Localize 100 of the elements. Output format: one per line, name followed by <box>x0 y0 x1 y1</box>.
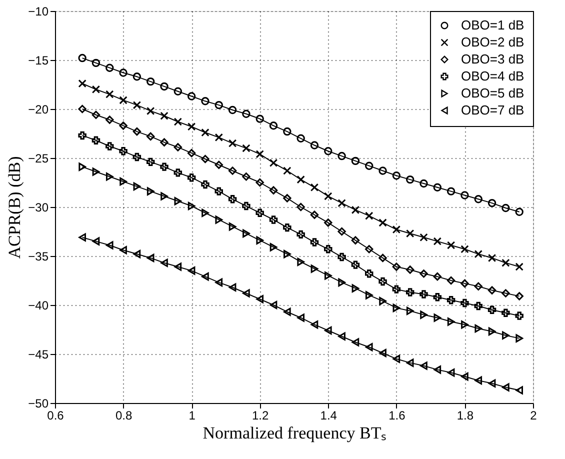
x-tick-label: 0.6 <box>47 408 64 422</box>
point <box>446 187 456 196</box>
point <box>78 131 86 140</box>
point <box>119 147 128 156</box>
point <box>296 230 305 239</box>
point <box>296 202 305 212</box>
point <box>338 152 346 160</box>
point <box>434 366 442 374</box>
point <box>310 183 319 192</box>
point <box>132 127 142 136</box>
point <box>515 292 524 300</box>
point <box>160 112 168 120</box>
point <box>201 180 210 189</box>
point <box>378 254 387 262</box>
point <box>284 308 291 316</box>
point <box>474 376 482 385</box>
point <box>446 296 456 304</box>
point <box>351 206 360 214</box>
point <box>92 237 100 246</box>
point <box>379 296 386 306</box>
point <box>502 258 510 267</box>
point <box>201 128 210 137</box>
point <box>283 127 292 136</box>
point <box>310 141 319 150</box>
y-tick-label: −10 <box>28 4 49 18</box>
point <box>78 233 86 242</box>
x-tick-label: 1 <box>188 408 196 422</box>
point <box>92 136 100 144</box>
point <box>502 289 510 298</box>
point <box>269 216 278 224</box>
point <box>106 241 114 250</box>
point <box>133 250 141 258</box>
point <box>365 245 374 254</box>
point <box>214 160 223 169</box>
point <box>488 286 496 294</box>
point <box>214 133 223 142</box>
point <box>338 198 346 208</box>
x-tick-label: 0.8 <box>115 408 132 422</box>
point <box>132 72 142 81</box>
point <box>324 245 332 254</box>
point <box>160 192 168 200</box>
point <box>133 182 141 191</box>
point <box>256 114 264 123</box>
point <box>474 250 482 258</box>
y-tick-label: −25 <box>28 152 49 166</box>
point <box>78 104 86 114</box>
point <box>132 152 142 162</box>
point <box>365 212 374 220</box>
x-tick-label: 2 <box>530 408 538 422</box>
point <box>174 118 182 126</box>
point <box>269 122 278 130</box>
point <box>351 236 360 244</box>
point <box>160 258 168 267</box>
point <box>324 218 332 227</box>
point <box>392 304 400 312</box>
point <box>174 262 182 271</box>
point <box>201 97 210 106</box>
point <box>406 175 414 184</box>
y-tick-label: −50 <box>28 396 49 410</box>
point <box>352 284 360 292</box>
point <box>406 266 414 274</box>
point <box>433 293 442 302</box>
point <box>214 100 223 110</box>
point <box>160 162 168 171</box>
point <box>92 168 100 176</box>
point <box>365 162 374 170</box>
point <box>146 132 155 141</box>
y-tick-label: −15 <box>28 54 49 68</box>
point <box>146 158 155 166</box>
point <box>242 202 250 210</box>
point <box>256 295 264 304</box>
point <box>78 79 86 88</box>
x-tick-label: 1.8 <box>456 408 474 422</box>
point <box>420 179 428 188</box>
point <box>406 358 414 367</box>
point <box>310 238 319 246</box>
legend-label: OBO=1 dB <box>461 18 524 32</box>
y-axis-title: ACPR(B) (dB) <box>5 156 24 259</box>
point <box>146 254 154 262</box>
point <box>434 314 442 322</box>
point <box>270 243 278 252</box>
point <box>488 198 496 208</box>
point <box>461 320 468 329</box>
point <box>378 277 387 286</box>
point <box>187 92 196 100</box>
point <box>228 166 237 175</box>
point <box>188 266 196 275</box>
point <box>488 327 496 336</box>
point <box>351 156 360 166</box>
point <box>516 386 523 394</box>
point <box>297 314 304 322</box>
point <box>515 312 524 320</box>
point <box>433 237 442 246</box>
y-tick-label: −35 <box>28 250 49 264</box>
point <box>119 68 128 77</box>
point <box>146 187 154 196</box>
point <box>420 362 428 370</box>
point <box>106 90 114 98</box>
point <box>310 210 319 219</box>
point <box>106 64 114 72</box>
